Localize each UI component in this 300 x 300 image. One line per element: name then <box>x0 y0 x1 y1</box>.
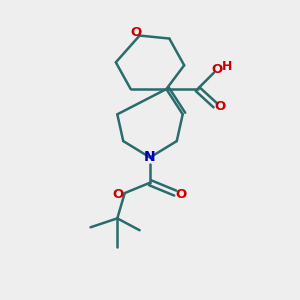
Text: O: O <box>175 188 186 201</box>
Text: O: O <box>212 63 223 76</box>
Text: N: N <box>144 150 156 164</box>
Text: O: O <box>130 26 142 39</box>
Text: O: O <box>112 188 124 201</box>
Text: O: O <box>214 100 226 113</box>
Text: H: H <box>222 60 232 73</box>
